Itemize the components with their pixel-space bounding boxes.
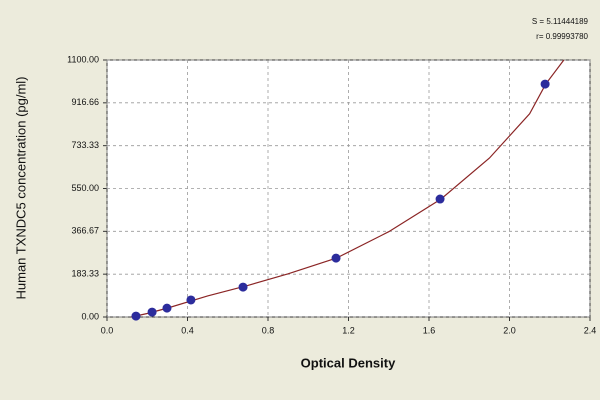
x-tick-label: 2.4 [584, 325, 597, 335]
x-tick-label: 0.4 [181, 325, 194, 335]
data-point [435, 194, 445, 204]
y-tick-label: 916.66 [71, 97, 99, 107]
data-point [238, 282, 248, 292]
data-point [131, 311, 141, 321]
y-tick-label: 0.00 [81, 311, 99, 321]
y-tick-label: 366.67 [71, 226, 99, 236]
data-point [331, 253, 341, 263]
y-tick-label: 733.33 [71, 140, 99, 150]
y-tick-label: 183.33 [71, 269, 99, 279]
data-point [186, 295, 196, 305]
y-tick-label: 550.00 [71, 183, 99, 193]
annotation: S = 5.11444189 [532, 17, 589, 26]
data-point [162, 303, 172, 313]
annotation: r= 0.99993780 [536, 32, 588, 41]
x-tick-label: 0.0 [101, 325, 114, 335]
x-axis-label: Optical Density [301, 355, 396, 370]
x-tick-label: 0.8 [262, 325, 275, 335]
data-point [540, 79, 550, 89]
y-tick-label: 1100.00 [67, 54, 99, 64]
data-point [147, 307, 157, 317]
x-tick-label: 1.2 [342, 325, 355, 335]
x-tick-label: 2.0 [503, 325, 516, 335]
y-axis-label: Human TXNDC5 concentration (pg/ml) [13, 76, 28, 299]
x-tick-label: 1.6 [423, 325, 436, 335]
